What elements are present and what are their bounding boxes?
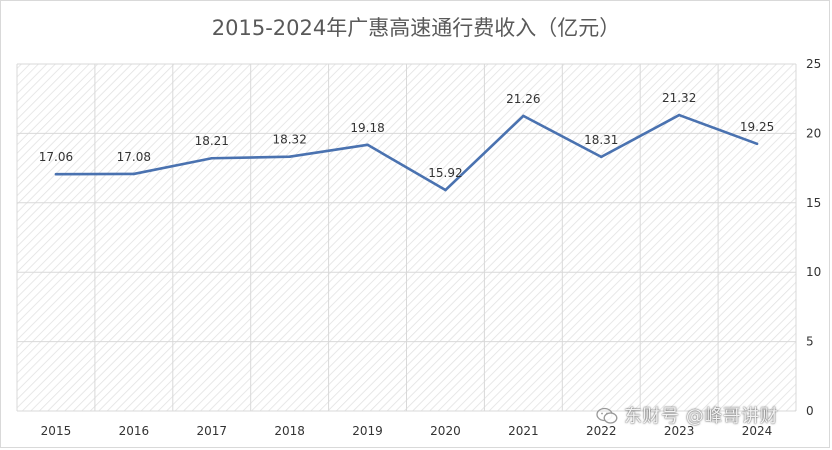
chart-title: 2015-2024年广惠高速通行费收入（亿元） [211, 16, 621, 40]
data-label: 18.32 [272, 133, 306, 147]
data-point [288, 155, 291, 159]
x-tick-label: 2023 [664, 424, 695, 438]
data-point [522, 114, 525, 118]
data-point [599, 155, 603, 159]
series-group [54, 113, 759, 192]
y-tick-label: 20 [806, 126, 821, 140]
data-point [366, 143, 369, 147]
x-tick-label: 2024 [742, 424, 773, 438]
x-tick-label: 2016 [119, 424, 150, 438]
wechat-icon [596, 407, 618, 424]
x-tick-label: 2017 [196, 424, 227, 438]
data-labels: 17.06 17.08 18.21 18.32 19.18 15.92 21.26 18.31… [39, 91, 774, 180]
x-tick-label: 2021 [508, 424, 539, 438]
watermark: 东财号 @峰哥讲财 [596, 402, 778, 428]
data-point [444, 188, 447, 192]
data-point [54, 172, 58, 176]
data-label: 17.06 [39, 150, 73, 164]
data-point [755, 142, 759, 146]
watermark-text: 东财号 @峰哥讲财 [624, 406, 779, 427]
y-tick-label: 25 [806, 57, 821, 71]
data-label: 19.18 [350, 121, 384, 135]
data-point [677, 113, 681, 117]
y-tick-label: 10 [806, 265, 821, 279]
x-axis-ticks: 2015 2016 2017 2018 2019 2020 2021 2022 2023 2024 [41, 424, 773, 438]
x-tick-label: 2015 [41, 424, 72, 438]
data-point [210, 156, 214, 160]
data-label: 17.08 [117, 150, 151, 164]
data-label: 18.21 [195, 134, 229, 148]
x-tick-label: 2018 [274, 424, 305, 438]
y-tick-label: 15 [806, 196, 821, 210]
y-axis-ticks: 0 5 10 15 20 25 [806, 57, 821, 418]
gridlines [16, 63, 797, 412]
y-tick-label: 5 [806, 335, 814, 349]
series-line [55, 113, 758, 192]
y-tick-label: 0 [806, 404, 814, 418]
x-tick-label: 2022 [586, 424, 617, 438]
data-label: 19.25 [740, 120, 774, 134]
data-point [132, 172, 136, 176]
x-tick-label: 2019 [352, 424, 383, 438]
data-label: 18.31 [584, 133, 618, 147]
data-label: 21.26 [506, 92, 540, 106]
x-tick-label: 2020 [430, 424, 461, 438]
data-label: 15.92 [428, 166, 462, 180]
data-label: 21.32 [662, 91, 696, 105]
